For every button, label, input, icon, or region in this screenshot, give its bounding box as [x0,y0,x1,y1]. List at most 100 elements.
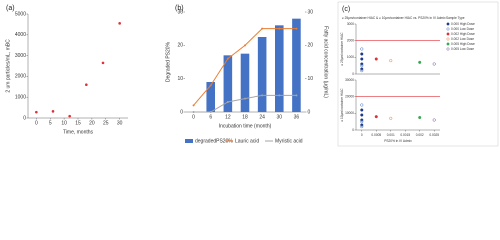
bar [275,25,284,112]
y-axis-label: Degraded PS20% [165,41,171,82]
bar [292,18,301,113]
point [418,115,422,120]
legend-label: degradedPS20% [195,138,233,144]
y-tick-label: 0 [352,72,354,76]
y-tick-label: 0 [180,109,183,115]
y2-tick-label: 20 [308,43,314,49]
x-tick-label: 0 [35,120,38,126]
bar [206,82,215,112]
panel-label: (a) [6,5,15,12]
x-tick-label: 5 [49,120,52,126]
legend-marker [446,22,450,26]
bar [240,53,250,112]
x-tick-label: 30 [117,120,123,126]
y-tick-label: 1000 [347,55,354,59]
line-marker [209,111,212,113]
panel-label: (b) [175,5,184,12]
line-marker [278,94,281,97]
y-tick-label: 10000 [345,111,354,115]
line-marker [192,104,195,107]
y-tick-label: 2000 [15,74,26,80]
point [432,62,436,66]
x-tick-label: 0.0015 [400,133,410,137]
y-tick-label: 20 [177,43,183,49]
chart-title: ≥ 25µm/container HIAC & ≥ 10µm/container… [342,16,446,20]
bar [257,37,267,112]
point [389,59,393,63]
legend-label: 0.002 Low Dose [451,37,474,41]
legend-label: 0.005 High Dose [451,42,475,46]
legend-marker [446,32,450,36]
y-tick-label: 0 [23,115,26,121]
legend-marker [446,27,450,31]
point [418,60,422,64]
point [360,103,364,107]
point [360,120,364,124]
x-tick-label: 12 [225,114,231,120]
y2-tick-label: 10 [308,76,314,82]
x-tick-label: 18 [242,114,248,120]
x-axis-label: Incubation time (month) [219,123,272,129]
point [360,47,364,51]
legend-swatch [185,139,193,143]
point [51,110,55,113]
point [360,108,364,112]
legend-label: Myristic acid [275,138,303,144]
y-tick-label: 10 [177,76,183,82]
y-axis-label: 2 um particles/mL, mBC [5,39,11,93]
bar [223,55,233,112]
y2-tick-label: 30 [308,9,314,15]
y-axis-label: ≥ 25µm/container HIAC [340,32,344,66]
line-marker [295,27,298,30]
point [68,114,71,118]
point [360,69,364,73]
point [374,115,378,119]
y-tick-label: 20000 [345,95,354,99]
line-marker [244,44,246,47]
y-tick-label: 3000 [15,53,26,59]
y-axis-label: ≥ 10µm/container HIAC [340,88,344,122]
x-axis-label: Time, months [63,129,94,135]
x-tick-label: 15 [75,120,81,126]
page: 0 1000 2000 3000 4000 5000 0 5 10 15 20 25 30 (a) Time… [5,1,499,147]
point [389,116,393,120]
y-tick-label: 0 [352,128,354,132]
y-tick-label: 5000 [15,11,26,17]
x-tick-label: 10 [61,120,67,126]
x-axis-label: PS20% in IV Admix [384,139,412,143]
x-tick-label: 0 [361,133,363,137]
x-tick-label: 0 [192,114,195,120]
y-tick-label: 1000 [15,95,26,101]
y-tick-label: 30 [177,9,183,15]
line-marker [295,94,298,97]
x-tick-label: 0.002 [416,133,424,137]
legend-label: 0.000 Low Dose [451,27,474,31]
point [85,83,88,87]
y2-tick-label: 0 [308,109,311,115]
x-tick-label: 0.001 [387,133,395,137]
point [360,64,364,68]
y-tick-label: 4000 [15,32,26,38]
line-marker [278,27,281,30]
point [360,113,364,117]
y-tick-label: 3000 [347,22,354,26]
line-marker [209,84,212,87]
line-marker [261,27,264,30]
point [360,57,364,61]
panel-label: (c) [342,6,350,13]
point [360,125,364,129]
x-tick-label: 0.0025 [429,133,439,137]
legend-label: 0.002 High Dose [451,32,475,36]
point [118,22,121,25]
y2-axis-label: Fatty acid concentration (µg/mL) [323,26,329,98]
legend-title: Sample Type [446,16,465,20]
point [374,57,378,61]
x-tick-label: 20 [89,120,95,126]
legend-label: 0.000 High Dose [451,22,475,26]
line-marker [226,101,229,103]
line-marker [192,111,195,113]
legend-label: Lauric acid [235,138,259,144]
point [35,110,38,114]
y-tick-label: 2000 [347,39,354,43]
